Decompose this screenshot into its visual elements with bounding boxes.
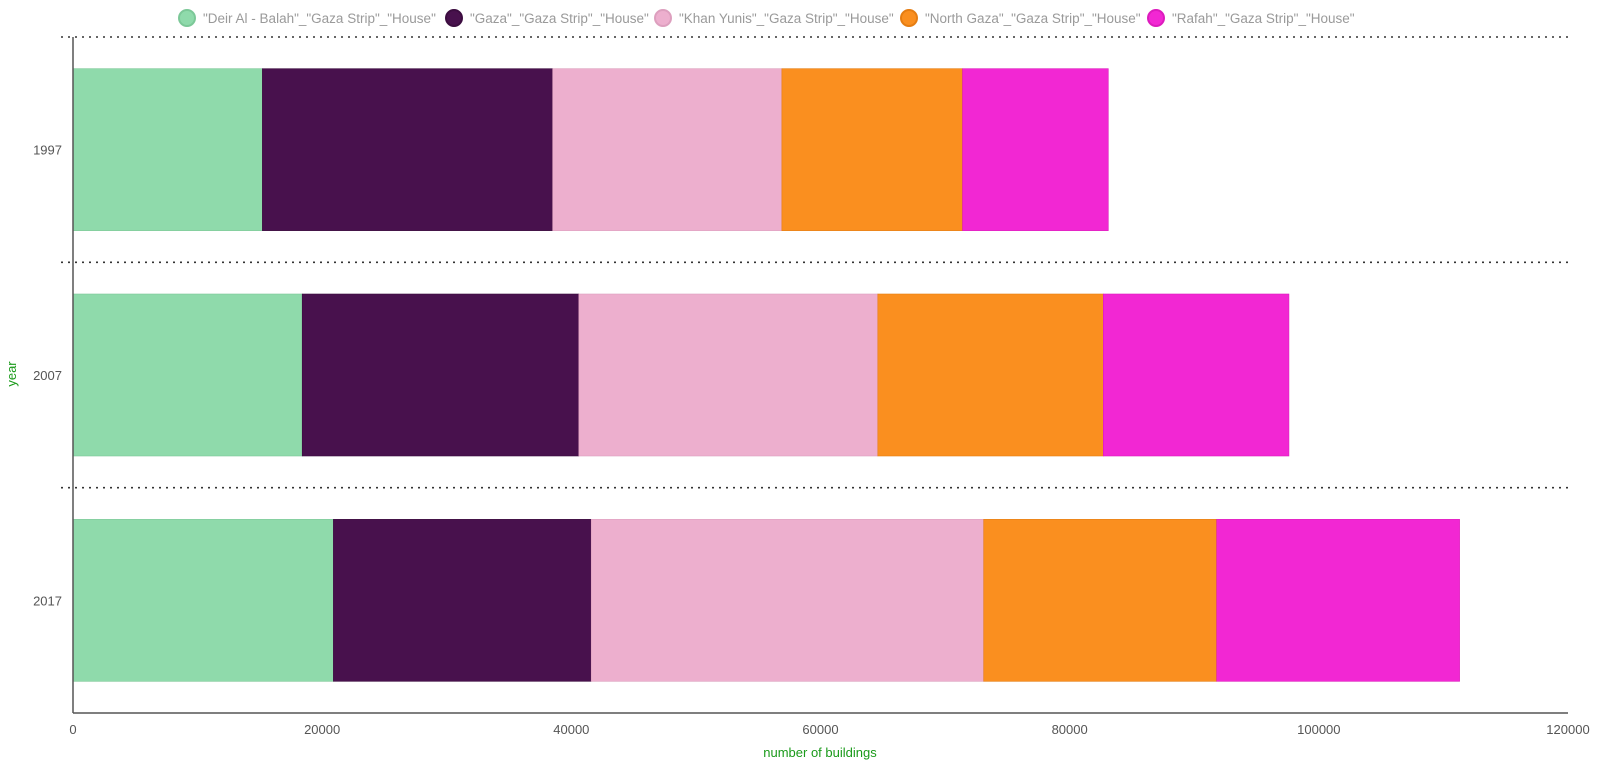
bar-segment[interactable] [72,68,263,231]
legend-label: "North Gaza"_"Gaza Strip"_"House" [925,10,1141,26]
bar-segment[interactable] [72,293,303,457]
bar-segment[interactable] [781,68,963,231]
x-tick-label: 120000 [1546,722,1589,737]
bar-segment[interactable] [72,519,334,682]
legend-item[interactable]: "Khan Yunis"_"Gaza Strip"_"House" [654,6,894,30]
legend-item[interactable]: "Deir Al - Balah"_"Gaza Strip"_"House" [178,6,436,30]
legend-swatch [445,9,463,27]
bar-segment[interactable] [552,68,783,231]
x-tick-label: 80000 [1052,722,1088,737]
legend-swatch [900,9,918,27]
legend-item[interactable]: "Rafah"_"Gaza Strip"_"House" [1147,6,1355,30]
x-axis-title: number of buildings [763,745,877,760]
legend-item[interactable]: "Gaza"_"Gaza Strip"_"House" [445,6,649,30]
bar-segment[interactable] [877,293,1104,457]
bar-segment[interactable] [1103,293,1290,457]
bar-segment[interactable] [301,293,580,457]
bar-segment[interactable] [262,68,553,231]
bar-segment[interactable] [962,68,1109,231]
x-tick-label: 0 [69,722,76,737]
legend-label: "Deir Al - Balah"_"Gaza Strip"_"House" [203,10,436,26]
x-tick-label: 20000 [304,722,340,737]
x-tick-label: 100000 [1297,722,1340,737]
bar-segment[interactable] [983,519,1217,682]
bar-segment[interactable] [1216,519,1460,682]
bar-segment[interactable] [590,519,985,682]
legend-swatch [1147,9,1165,27]
y-tick-label: 2017 [33,593,62,608]
bars [72,68,1460,682]
legend-item[interactable]: "North Gaza"_"Gaza Strip"_"House" [900,6,1141,30]
legend-label: "Gaza"_"Gaza Strip"_"House" [470,10,649,26]
y-tick-label: 1997 [33,143,62,158]
bar-segment[interactable] [578,293,879,457]
axes: 1997 2007 2017 0 20000 40000 60000 80000 100000 1… [33,37,1590,737]
chart-legend: "Deir Al - Balah"_"Gaza Strip"_"House" "G… [0,6,1605,30]
legend-swatch [654,9,672,27]
legend-swatch [178,9,196,27]
bar-segment[interactable] [333,519,592,682]
x-tick-label: 60000 [802,722,838,737]
y-tick-label: 2007 [33,368,62,383]
legend-label: "Rafah"_"Gaza Strip"_"House" [1172,10,1355,26]
legend-label: "Khan Yunis"_"Gaza Strip"_"House" [679,10,894,26]
x-tick-label: 40000 [553,722,589,737]
y-axis-title: year [4,361,19,387]
